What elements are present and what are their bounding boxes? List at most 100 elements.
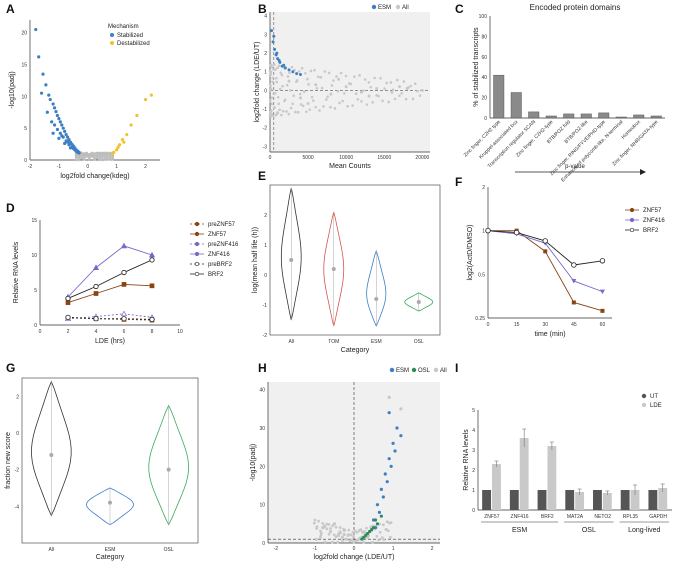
panel-b-point-all bbox=[301, 104, 305, 108]
panel-d-point bbox=[121, 269, 127, 276]
panel-h-point-all bbox=[346, 533, 350, 536]
panel-b-point-all bbox=[391, 88, 395, 91]
panel-b-point-all bbox=[360, 100, 363, 103]
panel-a-y-tick: 5 bbox=[24, 126, 27, 132]
panel-g-y-tick: 2 bbox=[16, 394, 19, 400]
panel-b-point-all bbox=[283, 98, 287, 102]
panel-a-point-destabilized bbox=[143, 97, 148, 102]
panel-b-y-tick: 0 bbox=[264, 88, 267, 94]
panel-c-bar bbox=[633, 114, 645, 119]
panel-b-point-all bbox=[279, 71, 283, 75]
panel-i-bar-lde bbox=[658, 488, 668, 510]
panel-h-point-osl bbox=[364, 533, 368, 537]
panel-g-osl-violin bbox=[148, 404, 189, 526]
panel-f-legend-label: ZNF416 bbox=[643, 218, 665, 224]
panel-b-point-all bbox=[367, 94, 371, 98]
panel-a-point-ns bbox=[93, 155, 96, 159]
panel-d-legend-label: ZNF416 bbox=[208, 252, 230, 258]
panel-h-point-all bbox=[382, 538, 386, 542]
panel-a-point-stabilized bbox=[52, 123, 57, 127]
panel-b-point-all bbox=[296, 110, 300, 114]
panel-i-y-tick: 1 bbox=[472, 488, 475, 494]
panel-a-point-stabilized bbox=[57, 136, 61, 140]
panel-h-point-all bbox=[313, 518, 317, 522]
panel-h-point-all bbox=[334, 535, 338, 539]
panel-b-point-all bbox=[329, 92, 333, 96]
panel-b-point-all bbox=[327, 71, 331, 75]
panel-d-y-tick: 10 bbox=[31, 253, 37, 259]
panel-b-point-all bbox=[271, 80, 274, 84]
panel-h-point-all bbox=[387, 395, 391, 399]
panel-b-y-tick: 4 bbox=[264, 14, 267, 20]
panel-a-point-ns bbox=[87, 157, 91, 161]
panel-i-bar-lde bbox=[519, 438, 529, 510]
panel-b-point-all bbox=[273, 106, 277, 109]
panel-e-y-tick: 1 bbox=[264, 243, 267, 249]
panel-b-point-all bbox=[320, 86, 324, 90]
panel-h-point-all bbox=[389, 521, 393, 525]
panel-b-y-tick: -1 bbox=[263, 107, 268, 113]
panel-label-I: I bbox=[455, 361, 458, 375]
panel-b-point-all bbox=[307, 83, 310, 86]
panel-a-point-stabilized bbox=[37, 55, 41, 59]
panel-b-point-all bbox=[302, 90, 306, 94]
panel-b-point-all bbox=[285, 110, 288, 113]
panel-i-category-label: ZNF416 bbox=[511, 514, 529, 520]
panel-h-legend-label: All bbox=[440, 368, 447, 374]
panel-h-point-all bbox=[354, 529, 357, 533]
panel-c-y-tick: 80 bbox=[481, 34, 487, 40]
panel-b-point-all bbox=[276, 66, 279, 70]
panel-b-point-esm bbox=[275, 51, 279, 55]
panel-b-legend-marker bbox=[371, 4, 377, 10]
panel-h-x-label: log2fold change (LDE/UT) bbox=[314, 554, 395, 561]
panel-h-point-all bbox=[336, 540, 340, 544]
panel-f-y-label: log2(ActD/DMSO) bbox=[467, 224, 474, 280]
panel-h-y-label: -log10(padj) bbox=[250, 444, 257, 481]
panel-label-C: C bbox=[455, 2, 464, 16]
panel-h-point-all bbox=[334, 525, 338, 529]
panel-a-point-ns bbox=[74, 156, 78, 159]
panel-a-point-ns bbox=[74, 158, 78, 162]
panel-f-point bbox=[571, 278, 577, 284]
panel-d-point bbox=[93, 316, 99, 322]
panel-b-point-all bbox=[375, 87, 379, 91]
panel-f-x-tick: 30 bbox=[542, 322, 548, 328]
panel-a-point-stabilized bbox=[44, 83, 48, 87]
panel-b-x-tick: 20000 bbox=[415, 155, 429, 161]
panel-c-y-tick: 40 bbox=[481, 75, 487, 81]
panel-h-point-all bbox=[332, 533, 336, 537]
panel-d-x-tick: 10 bbox=[177, 329, 183, 335]
panel-b-point-all bbox=[323, 70, 327, 73]
panel-b-point-all bbox=[278, 108, 281, 112]
panel-b-point-all bbox=[287, 79, 291, 83]
panel-b-point-all bbox=[315, 86, 319, 90]
panel-f-point bbox=[485, 227, 491, 234]
panel-h-point-esm bbox=[385, 480, 389, 484]
panel-a-point-ns bbox=[100, 158, 104, 162]
panel-f-x-tick: 60 bbox=[600, 322, 606, 328]
panel-b-x-label: Mean Counts bbox=[329, 163, 371, 170]
panel-b-point-all bbox=[420, 88, 424, 92]
panel-h-point-all bbox=[352, 540, 356, 544]
panel-b-point-all bbox=[314, 83, 318, 87]
panel-d-y-tick: 0 bbox=[34, 323, 37, 329]
panel-f-y-tick: 1 bbox=[482, 229, 485, 235]
panel-a-legend-label: Destabilized bbox=[117, 41, 150, 47]
panel-d-x-label: LDE (hrs) bbox=[95, 338, 125, 345]
panel-b-point-all bbox=[409, 84, 412, 88]
panel-f-series-line bbox=[487, 230, 603, 266]
panel-b-point-all bbox=[314, 105, 318, 109]
panel-a-point-ns bbox=[111, 155, 115, 159]
panel-a-x-tick: 0 bbox=[86, 164, 89, 170]
panel-b-point-all bbox=[354, 92, 358, 96]
panel-h-point-esm bbox=[393, 449, 397, 453]
panel-b-point-all bbox=[275, 76, 278, 80]
panel-e-category-label: OSL bbox=[414, 339, 424, 345]
panel-c-bar bbox=[615, 116, 627, 119]
panel-b-point-all bbox=[332, 79, 335, 82]
panel-g-category-label: OSL bbox=[164, 547, 174, 553]
panel-h-x-tick: 1 bbox=[392, 546, 395, 552]
panel-h-point-all bbox=[319, 535, 322, 539]
panel-c-x-label: p-value bbox=[565, 164, 585, 170]
panel-b-point-all bbox=[280, 113, 283, 117]
